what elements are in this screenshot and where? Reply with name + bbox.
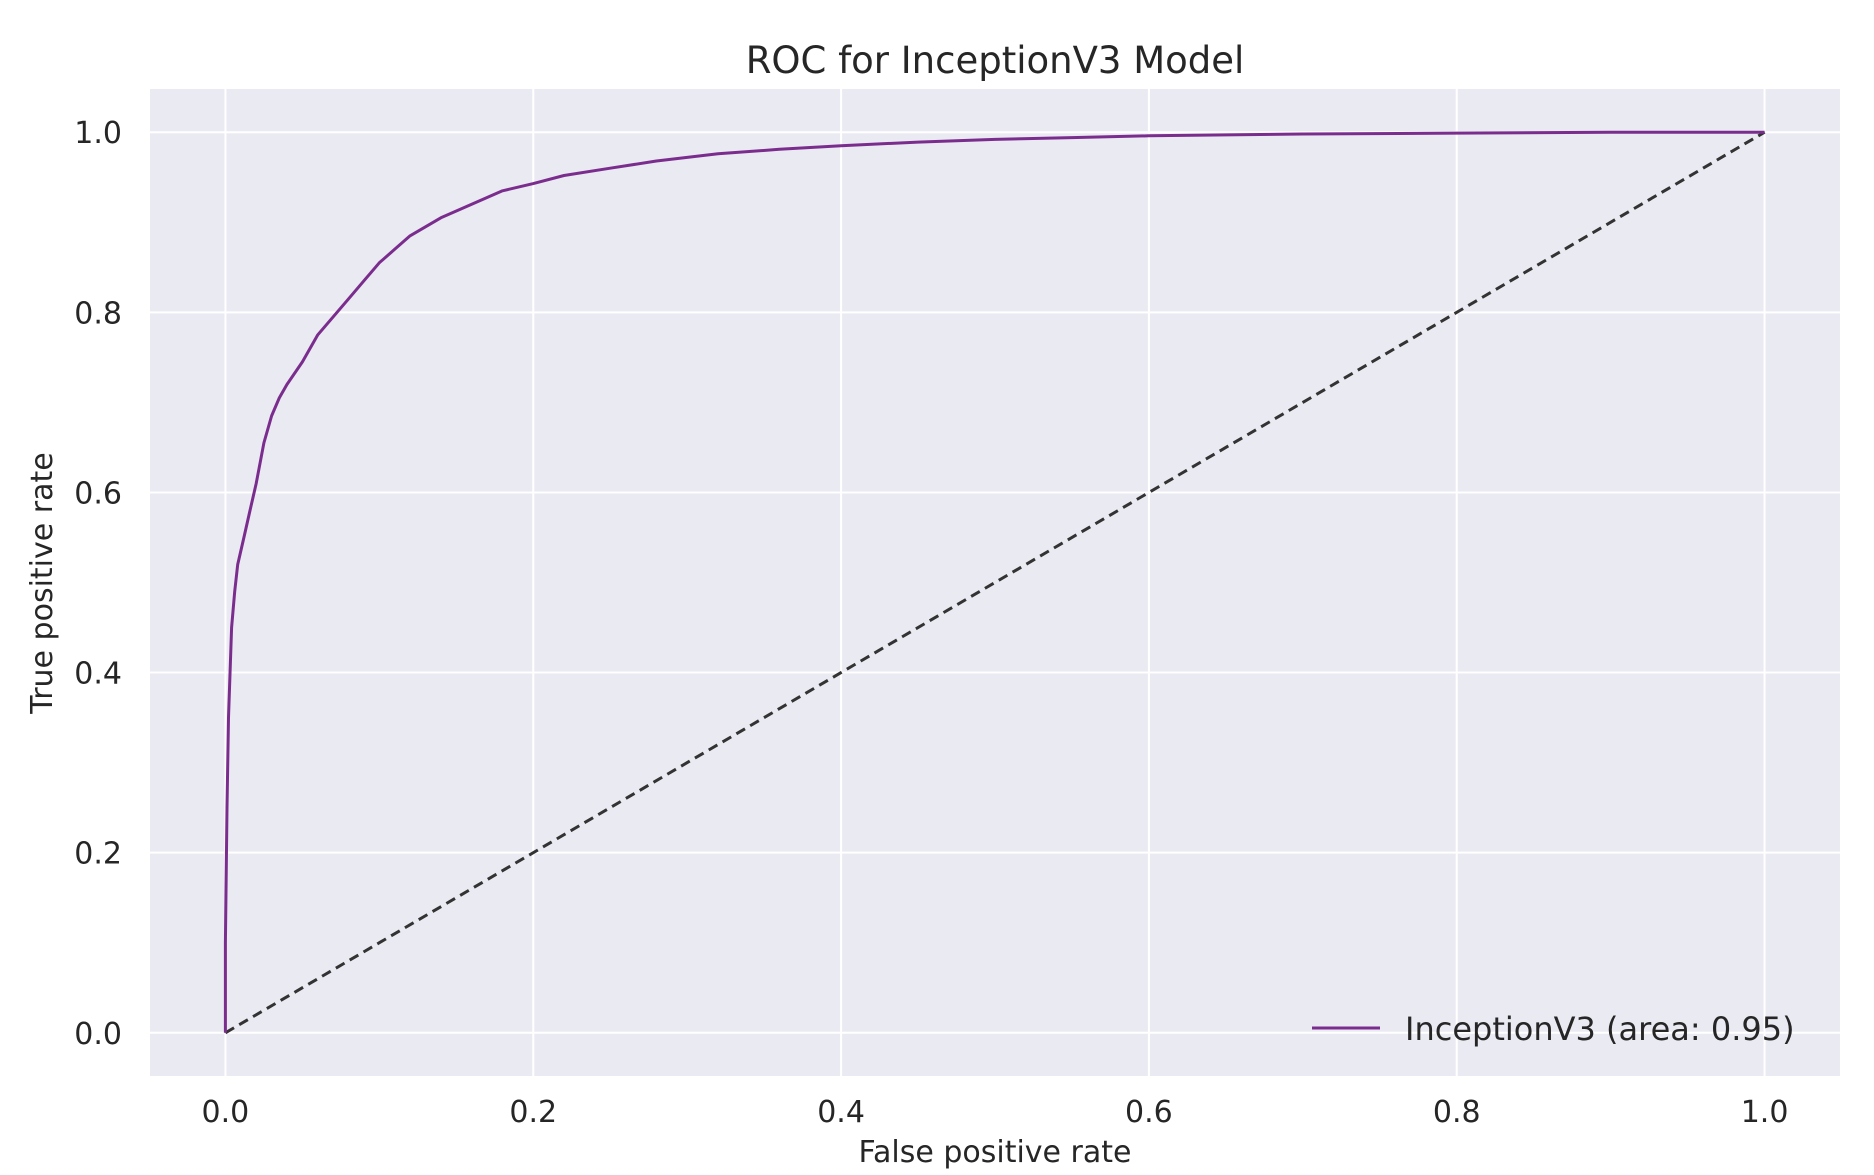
y-tick-label: 0.2: [74, 837, 122, 872]
x-tick-label: 1.0: [1741, 1095, 1789, 1130]
y-tick-label: 0.6: [74, 476, 122, 511]
chance-diagonal-line: [224, 130, 1766, 1035]
legend: InceptionV3 (area: 0.95): [1312, 1010, 1795, 1048]
x-tick-label: 0.8: [1433, 1095, 1481, 1130]
x-tick-label: 0.6: [1125, 1095, 1173, 1130]
y-axis-label: True positive rate: [25, 452, 60, 714]
chart-title: ROC for InceptionV3 Model: [746, 39, 1245, 82]
x-tick-label: 0.4: [817, 1095, 865, 1130]
series-layer: [223, 130, 1766, 1035]
y-tick-label: 0.0: [74, 1017, 122, 1052]
legend-label: InceptionV3 (area: 0.95): [1405, 1010, 1795, 1048]
tick-labels: 0.0 0.2 0.4 0.6 0.8 1.0 0.0 0.2 0.4 0.6 0.8 1.0: [74, 116, 1788, 1130]
y-tick-label: 0.4: [74, 657, 122, 692]
x-tick-label: 0.2: [509, 1095, 557, 1130]
y-tick-label: 1.0: [74, 116, 122, 151]
y-tick-label: 0.8: [74, 296, 122, 331]
x-axis-label: False positive rate: [859, 1135, 1132, 1170]
x-tick-label: 0.0: [202, 1095, 250, 1130]
grid: [150, 89, 1840, 1076]
roc-curve-line: [223, 130, 1765, 1033]
